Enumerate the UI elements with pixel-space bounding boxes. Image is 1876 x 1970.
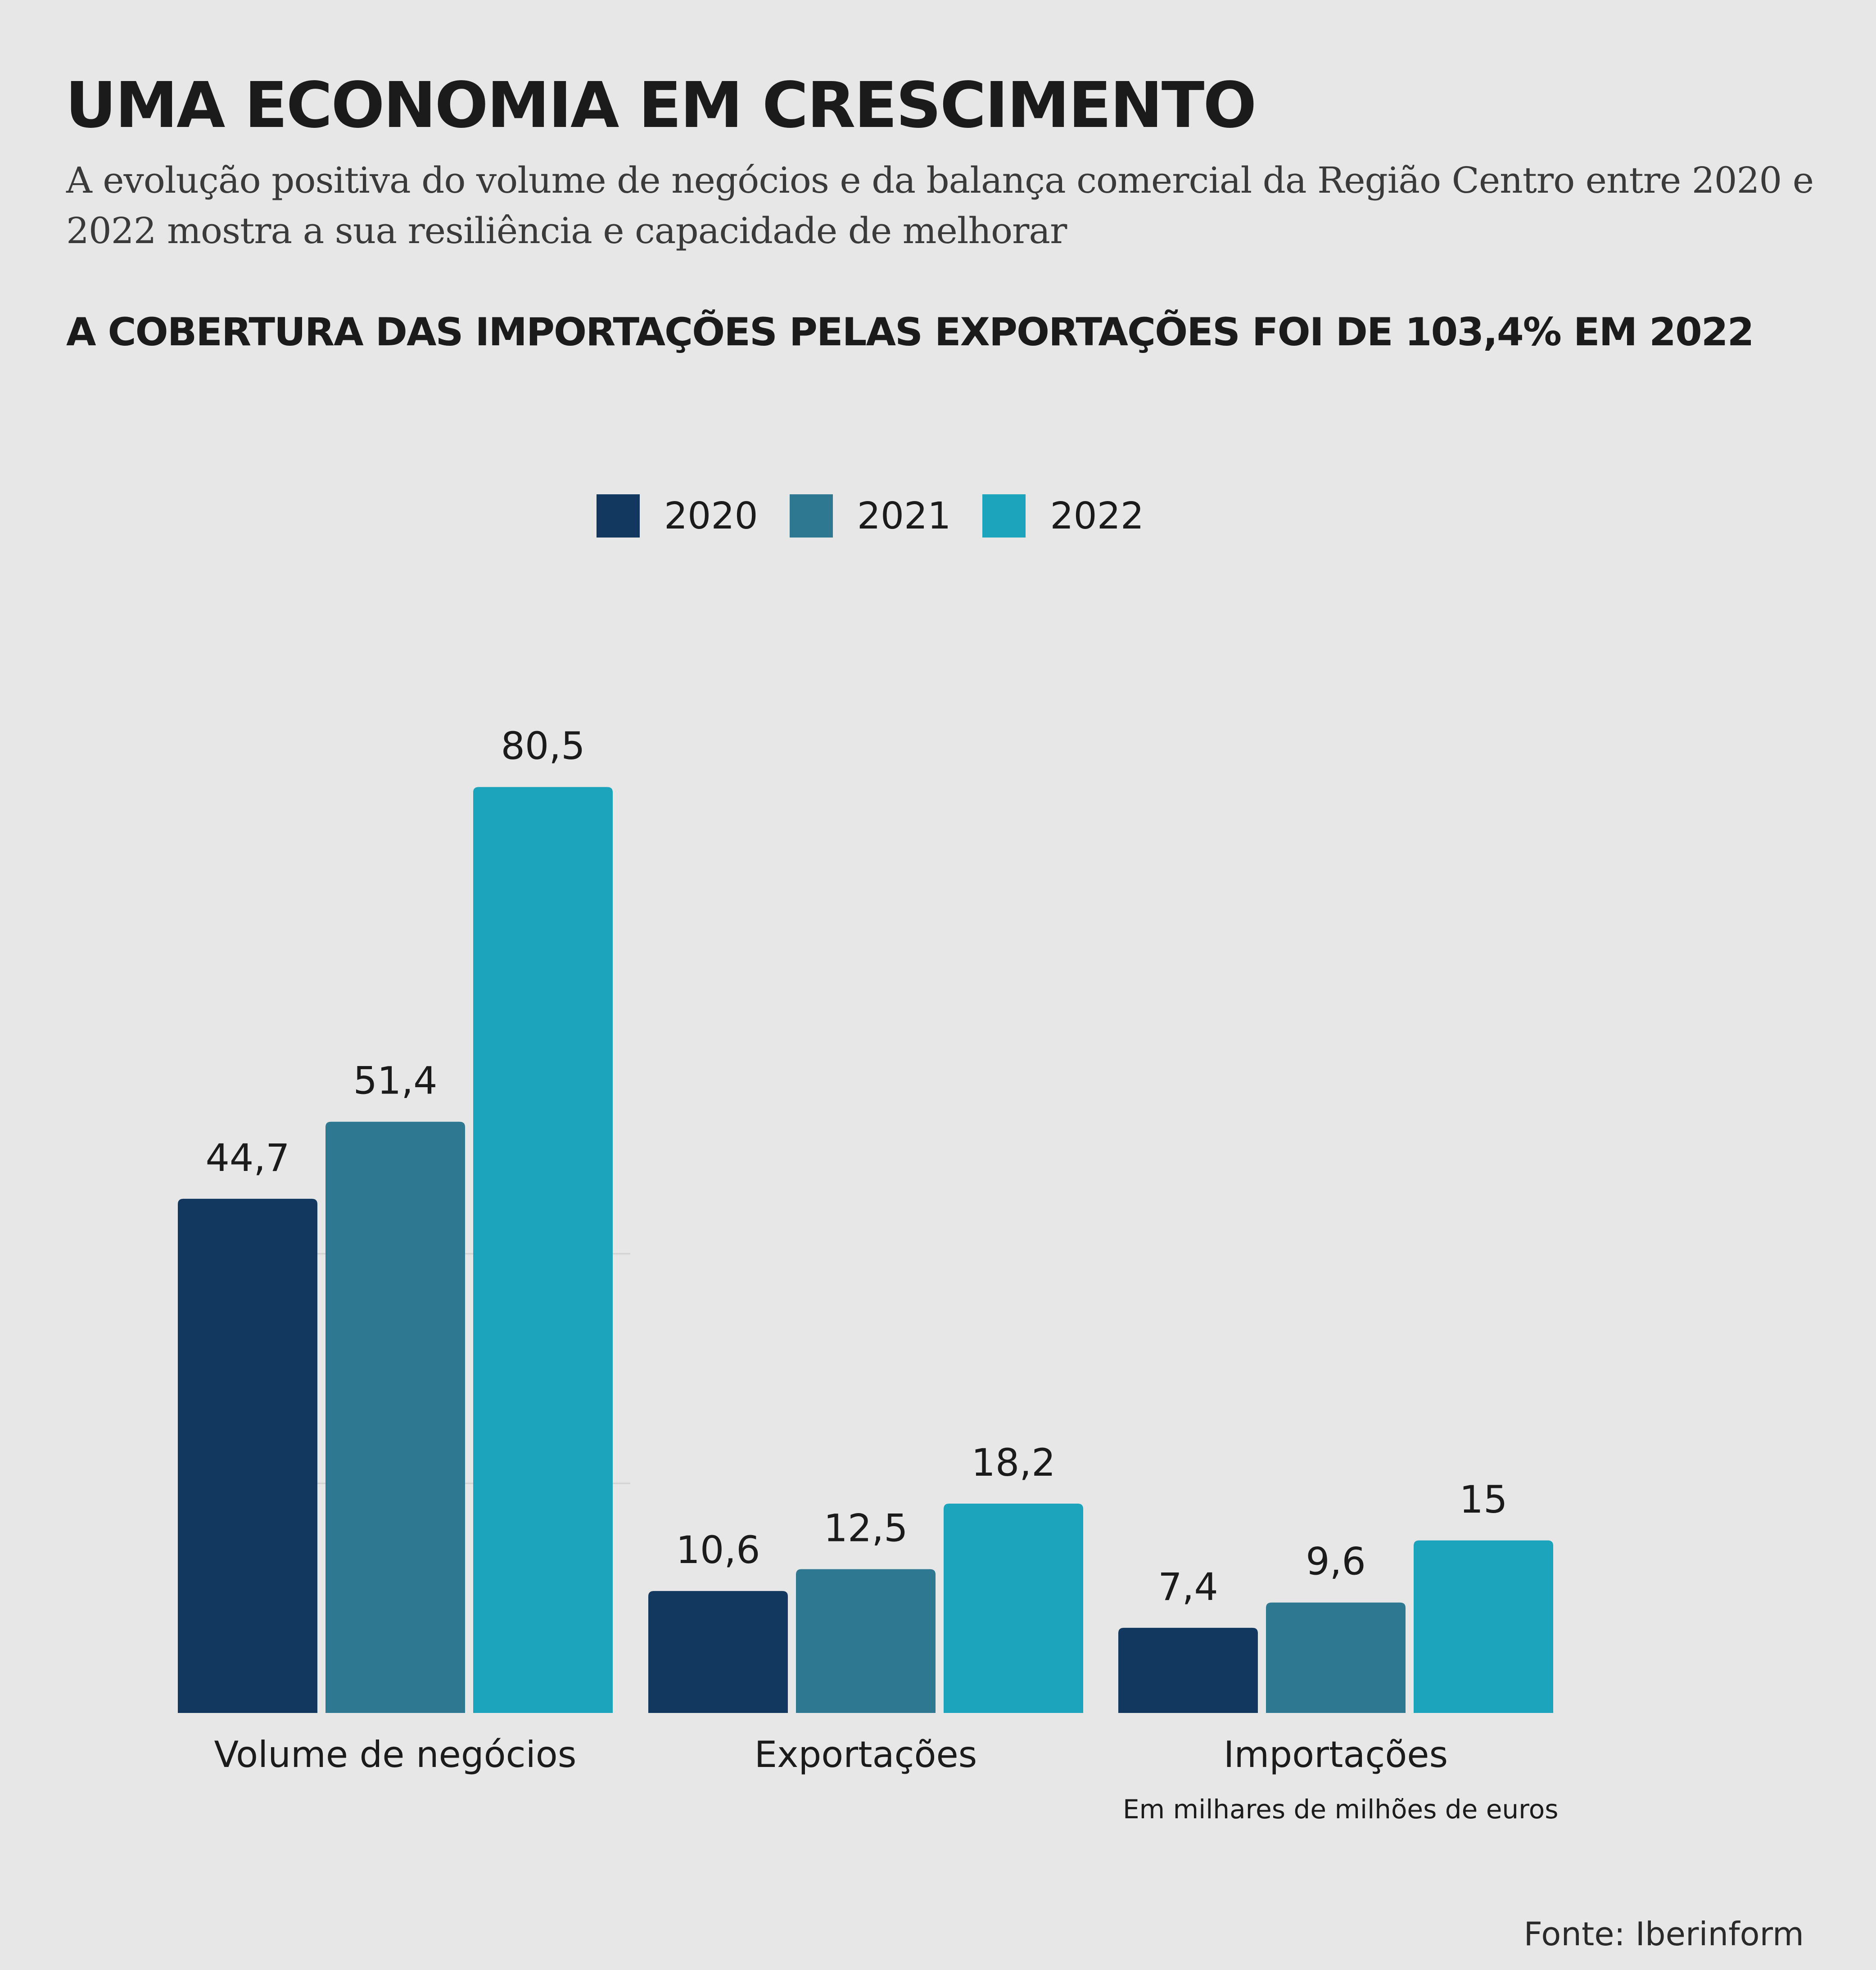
data-label-2021-2: 9,6 [1306, 1540, 1366, 1584]
unit-note: Em milhares de milhões de euros [1123, 1794, 1559, 1825]
legend: 2020 2021 2022 [597, 494, 1175, 538]
legend-label-2021: 2021 [857, 494, 951, 538]
bar-2021-0 [325, 1121, 465, 1713]
category-label-2: Importações [1224, 1734, 1448, 1776]
bar-2022-2 [1414, 1540, 1553, 1713]
legend-swatch-2022 [982, 494, 1026, 538]
legend-label-2022: 2022 [1050, 494, 1144, 538]
data-label-2021-1: 12,5 [823, 1506, 908, 1550]
legend-label-2020: 2020 [664, 494, 758, 538]
bar-2020-0 [178, 1198, 317, 1713]
legend-item-2022: 2022 [982, 494, 1144, 538]
legend-swatch-2021 [789, 494, 833, 538]
legend-item-2020: 2020 [597, 494, 758, 538]
category-label-0: Volume de negócios [214, 1734, 577, 1776]
chart-title: UMA ECONOMIA EM CRESCIMENTO [65, 69, 1257, 142]
data-label-2020-2: 7,4 [1158, 1565, 1218, 1609]
data-label-2022-1: 18,2 [971, 1441, 1055, 1485]
legend-swatch-2020 [597, 494, 640, 538]
bar-2020-1 [648, 1591, 788, 1713]
data-label-2020-1: 10,6 [676, 1528, 760, 1572]
source-note: Fonte: Iberinform [1523, 1915, 1804, 1953]
data-label-2021-0: 51,4 [353, 1059, 437, 1103]
data-label-2022-0: 80,5 [501, 724, 585, 768]
legend-item-2021: 2021 [789, 494, 951, 538]
chart-subtitle: A evolução positiva do volume de negócio… [66, 159, 1814, 252]
bar-2022-0 [473, 787, 613, 1713]
bar-2020-2 [1118, 1627, 1258, 1713]
chart-headline: A COBERTURA DAS IMPORTAÇÕES PELAS EXPORT… [66, 310, 1754, 355]
category-label-1: Exportações [755, 1734, 977, 1776]
bar-2022-1 [944, 1503, 1083, 1713]
data-label-2020-0: 44,7 [205, 1136, 289, 1180]
bar-2021-1 [796, 1569, 936, 1713]
bar-2021-2 [1266, 1602, 1406, 1713]
data-label-2022-2: 15 [1460, 1478, 1508, 1522]
